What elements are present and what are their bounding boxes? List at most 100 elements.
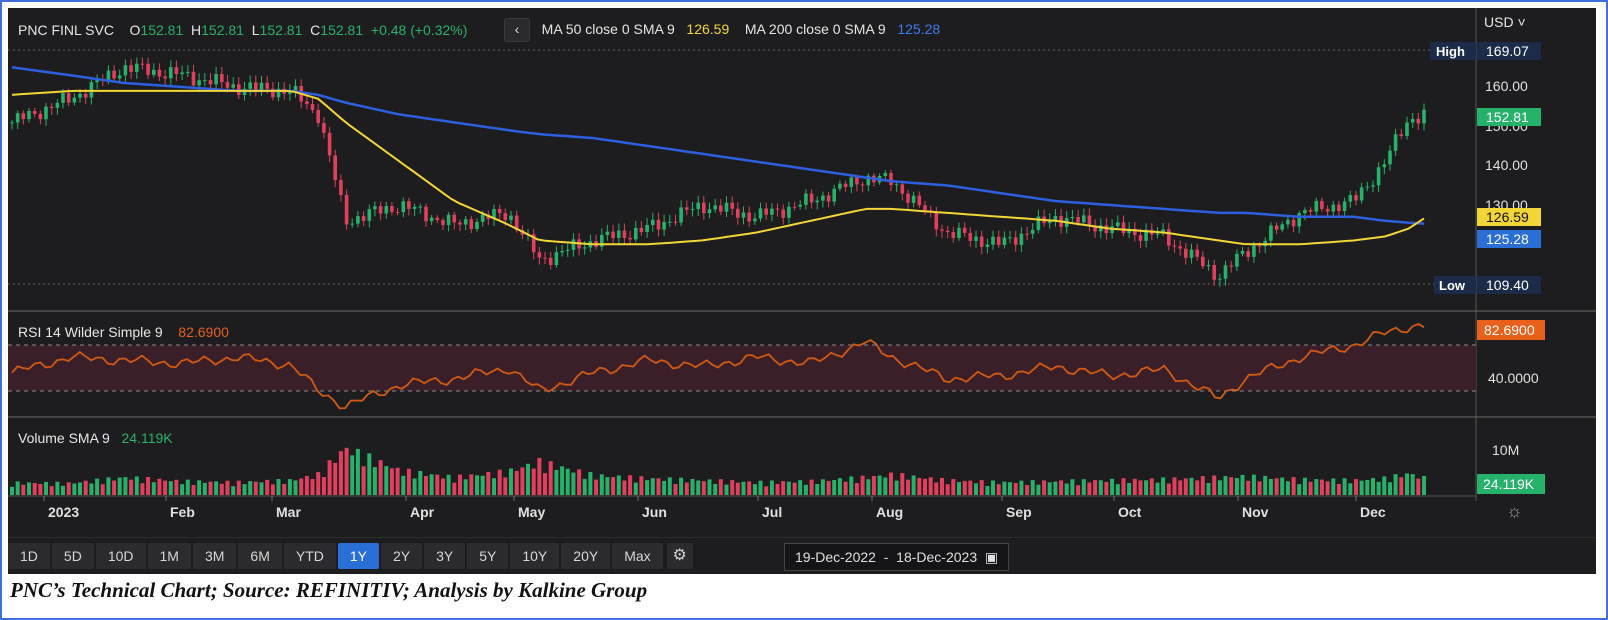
candle-body xyxy=(1393,134,1398,151)
volume-bar xyxy=(406,468,411,495)
volume-bar xyxy=(1291,477,1296,495)
candle-body xyxy=(1274,225,1279,230)
volume-bar xyxy=(1422,476,1426,495)
candle-body xyxy=(838,183,842,189)
range-button-1m[interactable]: 1M xyxy=(147,543,191,569)
candle-body xyxy=(225,82,230,88)
range-button-ytd[interactable]: YTD xyxy=(283,543,336,569)
candle-body xyxy=(815,200,819,203)
volume-bar xyxy=(180,484,185,495)
gear-icon[interactable]: ⚙ xyxy=(666,543,693,569)
candle-body xyxy=(412,206,417,209)
chart-area[interactable]: 160.00 150.00 140.00 130.00 40.0000 10M … xyxy=(8,8,1596,574)
volume-bar xyxy=(72,483,77,495)
range-button-5y[interactable]: 5Y xyxy=(467,543,509,569)
date-range-picker[interactable]: 19-Dec-2022 - 18-Dec-2023 ▣ xyxy=(784,543,1010,571)
volume-bar xyxy=(991,480,995,495)
volume-bar xyxy=(645,480,650,495)
volume-bar xyxy=(89,483,94,495)
volume-bar xyxy=(639,476,644,495)
chevron-down-icon: ˅ xyxy=(1513,14,1526,30)
candle-body xyxy=(1104,225,1109,234)
volume-bar xyxy=(259,482,264,495)
close-value: 152.81 xyxy=(320,22,364,38)
candle-body xyxy=(1291,219,1296,227)
volume-bar xyxy=(1076,485,1081,495)
volume-bar xyxy=(32,483,37,495)
volume-bar xyxy=(44,481,48,495)
candle-body xyxy=(832,188,836,202)
candle-body xyxy=(1047,220,1052,224)
volume-bar xyxy=(412,478,417,495)
candle-body xyxy=(237,84,241,95)
candle-body xyxy=(441,220,445,226)
ma200-tag-value: 125.28 xyxy=(1486,231,1529,247)
candle-body xyxy=(985,244,990,247)
volume-bar xyxy=(775,483,780,495)
candle-body xyxy=(1376,167,1381,186)
range-button-5d[interactable]: 5D xyxy=(51,543,94,569)
volume-bar xyxy=(1234,478,1239,495)
volume-bar xyxy=(231,486,236,495)
low-ohlc-label: L xyxy=(251,22,260,38)
candle-body xyxy=(906,193,910,203)
candle-body xyxy=(480,214,485,222)
volume-bar xyxy=(594,479,599,495)
range-button-10y[interactable]: 10Y xyxy=(510,543,560,569)
time-axis-settings-icon[interactable]: ☼ xyxy=(1506,501,1523,521)
volume-bar xyxy=(968,480,973,495)
currency-selector[interactable]: USD ˅ xyxy=(1484,14,1526,30)
volume-bar xyxy=(1087,482,1092,495)
volume-bar xyxy=(1013,483,1018,495)
candle-body xyxy=(509,215,513,221)
volume-bar xyxy=(463,479,468,495)
collapse-chevron-icon[interactable]: ‹ xyxy=(504,18,530,42)
volume-bar xyxy=(1274,478,1279,495)
candle-body xyxy=(1297,213,1301,227)
candle-body xyxy=(764,208,768,215)
volume-bar xyxy=(1308,481,1313,495)
volume-bar xyxy=(673,484,678,495)
high-label-tag xyxy=(1430,42,1476,60)
range-button-3y[interactable]: 3Y xyxy=(424,543,466,569)
range-button-20y[interactable]: 20Y xyxy=(561,543,611,569)
volume-bar xyxy=(514,470,519,495)
open-value: 152.81 xyxy=(140,22,184,38)
volume-bar xyxy=(446,474,451,495)
candle-body xyxy=(418,206,423,208)
volume-bar xyxy=(1178,480,1183,495)
volume-bar xyxy=(662,480,667,495)
candle-body xyxy=(940,229,944,231)
range-button-max[interactable]: Max xyxy=(612,543,663,569)
range-button-1y[interactable]: 1Y xyxy=(337,543,379,569)
range-button-6m[interactable]: 6M xyxy=(238,543,282,569)
volume-bar xyxy=(565,468,570,495)
candle-body xyxy=(1172,245,1177,247)
time-axis-label-oct: Oct xyxy=(1118,504,1142,520)
candle-body xyxy=(1082,215,1086,223)
candle-body xyxy=(1280,224,1284,230)
volume-bar xyxy=(911,475,916,495)
candle-body xyxy=(203,80,207,82)
candle-body xyxy=(469,219,474,229)
volume-bar xyxy=(1365,480,1370,495)
candle-body xyxy=(174,67,179,74)
volume-bar xyxy=(333,462,338,495)
candle-body xyxy=(435,217,440,220)
volume-bar xyxy=(1098,480,1103,495)
candle-body xyxy=(1405,122,1409,136)
last-price-tag xyxy=(1477,108,1541,126)
volume-bar xyxy=(684,482,689,495)
candle-body xyxy=(968,232,973,241)
range-button-10d[interactable]: 10D xyxy=(95,543,146,569)
range-button-3m[interactable]: 3M xyxy=(192,543,237,569)
volume-bar xyxy=(327,460,332,495)
range-button-2y[interactable]: 2Y xyxy=(380,543,423,569)
candle-body xyxy=(855,177,859,185)
candle-body xyxy=(1019,233,1024,245)
candle-body xyxy=(787,206,791,218)
candle-body xyxy=(367,209,372,221)
range-button-1d[interactable]: 1D xyxy=(8,543,50,569)
candle-body xyxy=(1013,237,1018,245)
volume-bar xyxy=(718,479,723,495)
